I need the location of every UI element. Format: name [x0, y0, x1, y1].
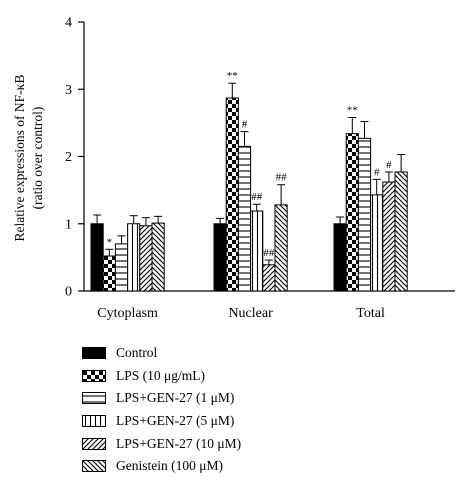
legend-swatch-fill: [83, 438, 105, 449]
x-category-label: Total: [356, 306, 385, 321]
significance-label: *: [107, 236, 113, 248]
bar: [237, 145, 252, 292]
significance-label: ##: [276, 172, 288, 184]
y-tick-label: 4: [65, 16, 72, 31]
bar: [357, 137, 372, 292]
bar: [345, 133, 359, 292]
bar: [225, 97, 239, 292]
legend-swatch-pattern: [83, 393, 105, 404]
legend-item-gen27-1: LPS+GEN-27 (1 μM): [82, 387, 241, 410]
bar: [114, 243, 129, 292]
legend-swatch-fill: [83, 370, 105, 381]
legend-swatch-fill: [83, 461, 105, 472]
legend-label-gen27-10: LPS+GEN-27 (10 μM): [116, 435, 242, 451]
legend-item-genistein: Genistein (100 μM): [82, 455, 241, 478]
bar: [127, 223, 141, 292]
significance-label: ##: [263, 247, 275, 259]
bar: [213, 223, 227, 292]
x-category-label: Nuclear: [228, 306, 273, 321]
bar: [274, 204, 288, 292]
legend-label-control: Control: [116, 345, 158, 361]
legend-swatch-control: [82, 347, 106, 360]
legend-label-genistein: Genistein (100 μM): [116, 458, 223, 474]
legend-swatch-genistein: [82, 460, 106, 473]
bar: [262, 264, 276, 292]
chart-axes: 0 1 2 3 4 Relative expressions of NF-κB (ratio…: [12, 16, 455, 321]
bar: [102, 255, 116, 292]
legend-swatch-fill: [83, 393, 105, 404]
legend-label-gen27-1: LPS+GEN-27 (1 μM): [116, 390, 235, 406]
bar-chart: 0 1 2 3 4 Relative expressions of NF-κB (ratio…: [12, 16, 455, 321]
legend-swatch-pattern: [83, 348, 105, 359]
legend-item-gen27-10: LPS+GEN-27 (10 μM): [82, 432, 241, 455]
chart-bars: ***#######**##: [90, 70, 408, 292]
significance-label: #: [386, 159, 392, 171]
legend-item-lps: LPS (10 μg/mL): [82, 365, 241, 388]
significance-label: #: [242, 119, 248, 131]
legend-swatch-lps: [82, 369, 106, 382]
y-tick-label: 2: [65, 150, 72, 165]
legend-swatch-fill: [83, 348, 105, 359]
legend-swatch-pattern: [83, 438, 105, 449]
bar: [90, 223, 104, 292]
bar: [382, 181, 396, 292]
y-tick-label: 0: [65, 285, 72, 300]
x-category-label: Cytoplasm: [97, 306, 158, 321]
legend-label-gen27-5: LPS+GEN-27 (5 μM): [116, 413, 235, 429]
bar: [370, 194, 384, 292]
legend-label-lps: LPS (10 μg/mL): [116, 367, 205, 383]
bar: [394, 171, 408, 292]
legend-swatch-gen27-5: [82, 415, 106, 428]
legend-swatch-pattern: [83, 370, 105, 381]
y-axis-title: Relative expressions of NF-κB: [12, 75, 27, 242]
y-tick-label: 3: [65, 83, 72, 98]
bar: [139, 225, 153, 292]
legend-item-gen27-5: LPS+GEN-27 (5 μM): [82, 410, 241, 433]
chart-legend: Control LPS (10 μg/mL) LPS+GEN-27 (1 μM)…: [82, 342, 241, 478]
y-axis-subtitle: (ratio over control): [30, 107, 45, 210]
bar: [151, 222, 165, 292]
bar: [250, 210, 264, 292]
legend-item-control: Control: [82, 342, 241, 365]
significance-label: **: [347, 104, 358, 116]
legend-swatch-pattern: [83, 416, 105, 427]
legend-swatch-gen27-1: [82, 392, 106, 405]
legend-swatch-pattern: [83, 461, 105, 472]
significance-label: ##: [251, 191, 263, 203]
y-tick-label: 1: [65, 217, 72, 232]
significance-label: **: [227, 70, 238, 82]
legend-swatch-fill: [83, 416, 105, 427]
significance-label: #: [374, 166, 380, 178]
legend-swatch-gen27-10: [82, 437, 106, 450]
bar: [333, 223, 347, 292]
